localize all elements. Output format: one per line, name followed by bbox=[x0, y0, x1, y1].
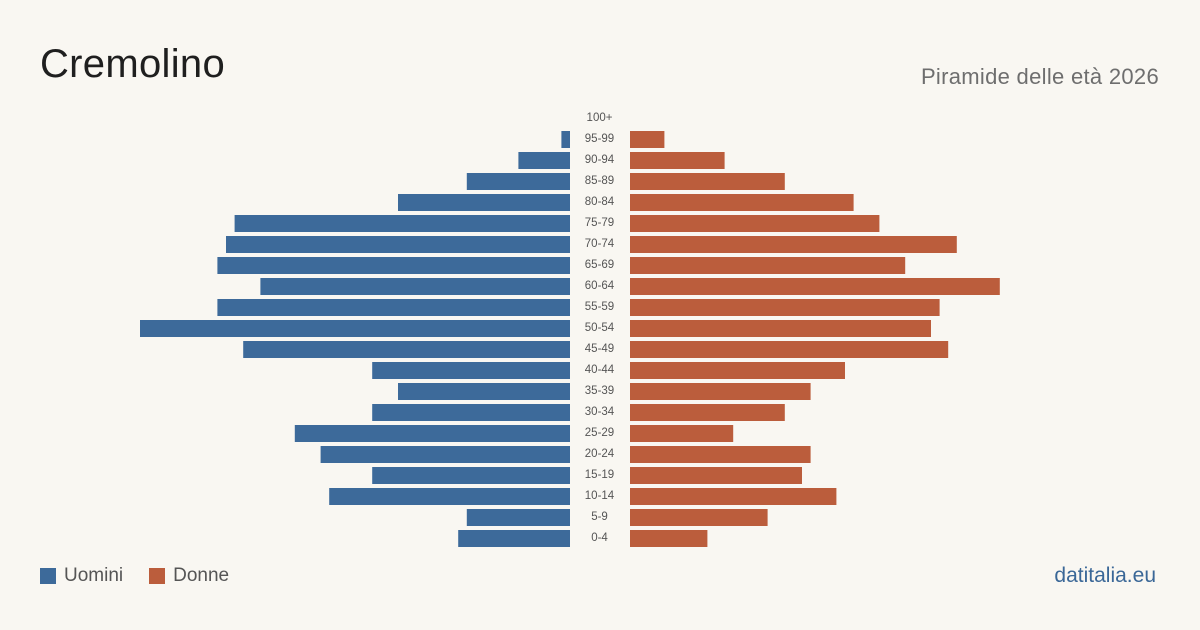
bar-women[interactable] bbox=[630, 383, 811, 400]
bar-women[interactable] bbox=[630, 341, 949, 358]
chart-legend: Uomini Donne bbox=[40, 565, 255, 587]
legend-swatch-men bbox=[40, 568, 56, 584]
legend-label-women: Donne bbox=[173, 565, 230, 586]
bar-men[interactable] bbox=[226, 236, 570, 253]
bar-men[interactable] bbox=[243, 341, 570, 358]
age-label: 95-99 bbox=[585, 133, 614, 145]
age-label: 30-34 bbox=[585, 406, 615, 418]
bar-men[interactable] bbox=[217, 299, 570, 316]
age-label: 75-79 bbox=[585, 217, 614, 229]
bar-women[interactable] bbox=[630, 467, 802, 484]
bar-women[interactable] bbox=[630, 152, 725, 169]
bar-men[interactable] bbox=[372, 362, 570, 379]
bar-women[interactable] bbox=[630, 404, 785, 421]
bar-women[interactable] bbox=[630, 320, 931, 337]
age-label: 50-54 bbox=[585, 322, 615, 334]
age-label: 35-39 bbox=[585, 385, 614, 397]
bar-women[interactable] bbox=[630, 530, 708, 547]
age-label: 70-74 bbox=[585, 238, 615, 250]
age-label: 80-84 bbox=[585, 196, 615, 208]
age-label: 90-94 bbox=[585, 154, 615, 166]
bar-men[interactable] bbox=[561, 131, 570, 148]
legend-label-men: Uomini bbox=[64, 565, 124, 586]
bar-women[interactable] bbox=[630, 362, 845, 379]
bar-men[interactable] bbox=[458, 530, 570, 547]
age-label: 10-14 bbox=[585, 490, 615, 502]
bar-men[interactable] bbox=[372, 467, 570, 484]
bar-men[interactable] bbox=[329, 488, 570, 505]
chart-subtitle: Piramide delle età 2026 bbox=[920, 64, 1159, 89]
age-label: 65-69 bbox=[585, 259, 614, 271]
bar-women[interactable] bbox=[630, 488, 837, 505]
legend-item-women: Donne bbox=[149, 565, 229, 587]
bar-women[interactable] bbox=[630, 194, 854, 211]
bar-men[interactable] bbox=[372, 404, 570, 421]
bar-men[interactable] bbox=[234, 215, 570, 232]
bar-men[interactable] bbox=[294, 425, 570, 442]
bar-men[interactable] bbox=[518, 152, 570, 169]
brand-link[interactable]: datitalia.eu bbox=[1054, 564, 1156, 587]
age-label: 100+ bbox=[587, 112, 613, 124]
legend-swatch-women bbox=[149, 568, 166, 584]
age-label: 45-49 bbox=[585, 343, 614, 355]
page-title: Cremolino bbox=[40, 42, 225, 86]
bar-women[interactable] bbox=[630, 278, 1000, 295]
age-label: 0-4 bbox=[591, 532, 608, 544]
bar-women[interactable] bbox=[630, 173, 785, 190]
bar-men[interactable] bbox=[398, 383, 570, 400]
bar-women[interactable] bbox=[630, 236, 957, 253]
age-label: 20-24 bbox=[585, 448, 615, 460]
age-label: 85-89 bbox=[585, 175, 614, 187]
bar-men[interactable] bbox=[466, 509, 570, 526]
bar-men[interactable] bbox=[398, 194, 570, 211]
age-label: 5-9 bbox=[591, 511, 608, 523]
age-label: 40-44 bbox=[585, 364, 615, 376]
bar-men[interactable] bbox=[466, 173, 570, 190]
legend-item-men: Uomini bbox=[40, 565, 123, 587]
bar-men[interactable] bbox=[260, 278, 570, 295]
bar-women[interactable] bbox=[630, 299, 940, 316]
bar-women[interactable] bbox=[630, 509, 768, 526]
bar-women[interactable] bbox=[630, 131, 665, 148]
age-label: 15-19 bbox=[585, 469, 614, 481]
bar-women[interactable] bbox=[630, 446, 811, 463]
bar-women[interactable] bbox=[630, 425, 734, 442]
bar-men[interactable] bbox=[320, 446, 570, 463]
age-label: 60-64 bbox=[585, 280, 615, 292]
bar-women[interactable] bbox=[630, 257, 906, 274]
bar-men[interactable] bbox=[217, 257, 570, 274]
age-label: 55-59 bbox=[585, 301, 614, 313]
bar-men[interactable] bbox=[140, 320, 570, 337]
age-label: 25-29 bbox=[585, 427, 614, 439]
bar-women[interactable] bbox=[630, 215, 880, 232]
